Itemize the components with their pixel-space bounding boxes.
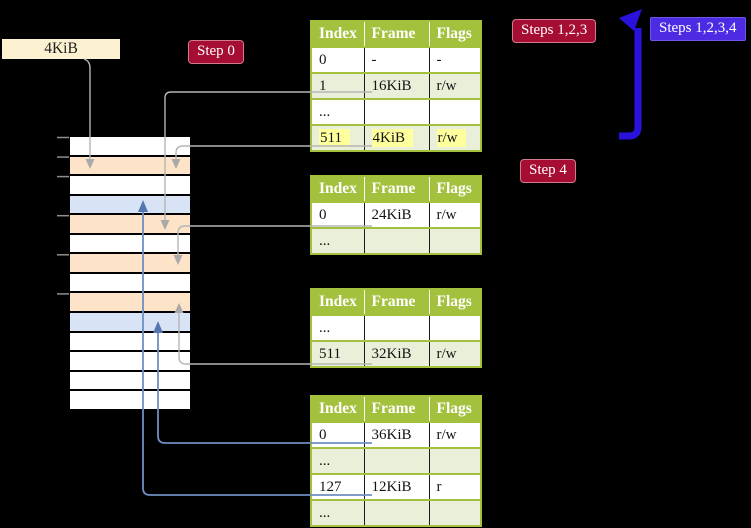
memory-address-ticks xyxy=(57,136,69,295)
cell-frame: 24KiB xyxy=(363,201,429,228)
header-flags: Flags xyxy=(428,21,481,47)
table-row: 0 - - xyxy=(311,46,481,73)
header-frame: Frame xyxy=(363,176,429,202)
cell-flags: r/w xyxy=(428,340,481,367)
memory-frame-row-free xyxy=(70,352,190,370)
cell-index: 127 xyxy=(311,473,364,500)
table-row: ... xyxy=(311,227,481,254)
table-row-recursive-entry: 511 4KiB r/w xyxy=(311,124,481,151)
physical-memory-column xyxy=(70,137,190,412)
page-table-1: Index Frame Flags 0 - - 1 16KiB r/w ... … xyxy=(310,20,482,152)
step-4-badge: Step 4 xyxy=(520,159,576,183)
memory-frame-row-free xyxy=(70,234,190,253)
page-table-4: Index Frame Flags 0 36KiB r/w ... 127 12… xyxy=(310,395,482,527)
table-row: 0 24KiB r/w xyxy=(311,201,481,228)
header-index: Index xyxy=(311,396,364,422)
cell-index: 0 xyxy=(311,46,364,73)
memory-frame-row-table xyxy=(70,293,190,311)
steps-1234-badge: Steps 1,2,3,4 xyxy=(650,17,746,41)
table-row: ... xyxy=(311,314,481,341)
cell-frame: 12KiB xyxy=(363,473,429,500)
header-flags: Flags xyxy=(428,176,481,202)
memory-frame-row-free xyxy=(70,176,190,194)
steps-123-badge: Steps 1,2,3 xyxy=(512,19,597,43)
cell-index: ... xyxy=(311,227,364,254)
memory-frame-row-table xyxy=(70,156,190,175)
cell-frame xyxy=(363,447,429,474)
table-row: 0 36KiB r/w xyxy=(311,421,481,448)
steps-flow-arrow xyxy=(619,9,642,140)
header-frame: Frame xyxy=(363,396,429,422)
cell-flags: r/w xyxy=(428,421,481,448)
memory-frame-row-free xyxy=(70,391,190,409)
cell-index: ... xyxy=(311,447,364,474)
memory-frame-row-table xyxy=(70,215,190,233)
memory-frame-row-page xyxy=(70,312,190,331)
table-row: ... xyxy=(311,98,481,125)
cell-frame: 36KiB xyxy=(363,421,429,448)
header-index: Index xyxy=(311,176,364,202)
cell-index: 0 xyxy=(311,421,364,448)
header-index: Index xyxy=(311,289,364,315)
table-header-row: Index Frame Flags xyxy=(311,176,481,202)
cell-flags xyxy=(428,499,481,526)
cell-flags xyxy=(428,98,481,125)
cell-flags: r/w xyxy=(428,201,481,228)
cell-flags: r/w xyxy=(428,124,481,151)
cell-frame: 16KiB xyxy=(363,72,429,99)
cell-flags xyxy=(428,314,481,341)
cell-frame: 4KiB xyxy=(363,124,429,151)
memory-frame-row-page xyxy=(70,195,190,214)
cell-frame xyxy=(363,227,429,254)
memory-frame-row-free xyxy=(70,332,190,351)
cell-index: ... xyxy=(311,499,364,526)
cell-frame: 32KiB xyxy=(363,340,429,367)
cell-flags: r xyxy=(428,473,481,500)
header-flags: Flags xyxy=(428,289,481,315)
step-0-badge: Step 0 xyxy=(188,40,244,64)
table-header-row: Index Frame Flags xyxy=(311,396,481,422)
table-row: 511 32KiB r/w xyxy=(311,340,481,367)
cell-frame: - xyxy=(363,46,429,73)
table-row: 127 12KiB r xyxy=(311,473,481,500)
table-row: ... xyxy=(311,447,481,474)
header-frame: Frame xyxy=(363,21,429,47)
table-header-row: Index Frame Flags xyxy=(311,21,481,47)
cell-index: ... xyxy=(311,98,364,125)
cell-index: ... xyxy=(311,314,364,341)
memory-frame-row-free xyxy=(70,137,190,155)
memory-frame-row-free xyxy=(70,371,190,390)
table-header-row: Index Frame Flags xyxy=(311,289,481,315)
cell-index: 511 xyxy=(311,124,364,151)
frame-size-label: 4KiB xyxy=(2,39,120,59)
memory-frame-row-table xyxy=(70,254,190,272)
page-table-3: Index Frame Flags ... 511 32KiB r/w xyxy=(310,288,482,368)
page-table-2: Index Frame Flags 0 24KiB r/w ... xyxy=(310,175,482,255)
cell-frame xyxy=(363,314,429,341)
header-frame: Frame xyxy=(363,289,429,315)
cell-flags: r/w xyxy=(428,72,481,99)
memory-frame-row-free xyxy=(70,273,190,292)
cell-frame xyxy=(363,499,429,526)
header-flags: Flags xyxy=(428,396,481,422)
cell-flags: - xyxy=(428,46,481,73)
table-row: ... xyxy=(311,499,481,526)
header-index: Index xyxy=(311,21,364,47)
cell-frame xyxy=(363,98,429,125)
table-row: 1 16KiB r/w xyxy=(311,72,481,99)
cell-index: 511 xyxy=(311,340,364,367)
cell-flags xyxy=(428,227,481,254)
cell-flags xyxy=(428,447,481,474)
cell-index: 0 xyxy=(311,201,364,228)
cell-index: 1 xyxy=(311,72,364,99)
